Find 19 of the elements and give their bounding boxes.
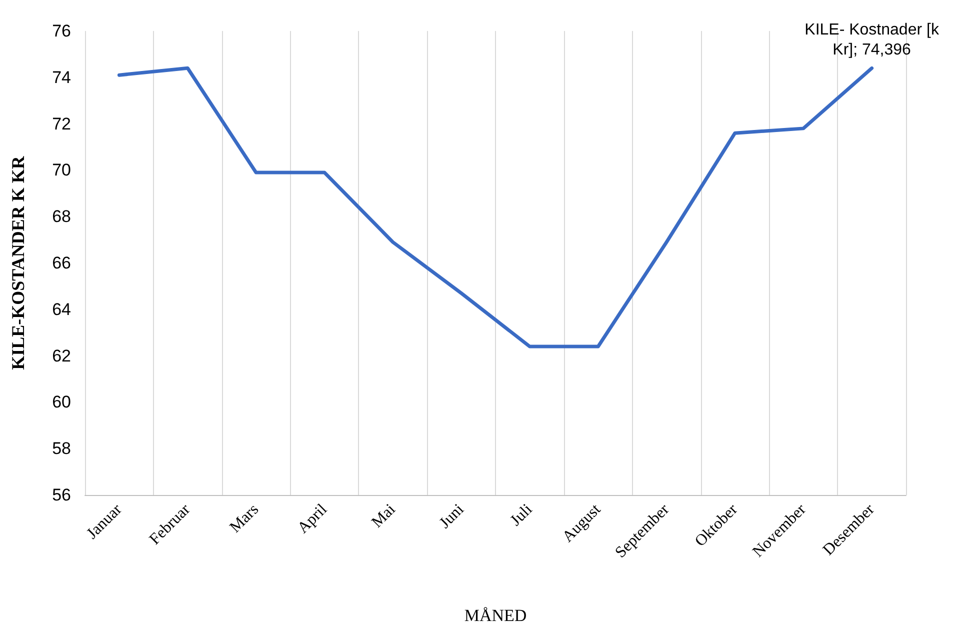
- y-tick-label: 64: [52, 300, 71, 319]
- annotation: KILE- Kostnader [k Kr]; 74,396: [804, 22, 940, 59]
- y-tick-label: 70: [52, 160, 71, 180]
- y-tick-label: 56: [52, 486, 71, 504]
- y-tick-label: 72: [52, 114, 71, 134]
- x-axis-title: MÅNED: [464, 606, 527, 625]
- y-tick-label: 62: [52, 346, 71, 366]
- y-axis-title: KILE-KOSTANDER K KR: [8, 155, 28, 370]
- x-tick-label: Juni: [436, 500, 468, 532]
- y-tick-label: 76: [52, 22, 71, 40]
- y-tick-label: 74: [52, 68, 71, 87]
- x-tick-label: Juli: [507, 500, 536, 530]
- y-tick-label: 68: [52, 207, 71, 226]
- x-tick-label: Mai: [368, 500, 400, 532]
- x-tick-label: Mars: [226, 500, 262, 536]
- y-tick-label: 58: [52, 439, 71, 458]
- line-series: [117, 66, 874, 348]
- y-tick-label: 60: [52, 392, 71, 412]
- y-tick-label: 66: [52, 254, 71, 272]
